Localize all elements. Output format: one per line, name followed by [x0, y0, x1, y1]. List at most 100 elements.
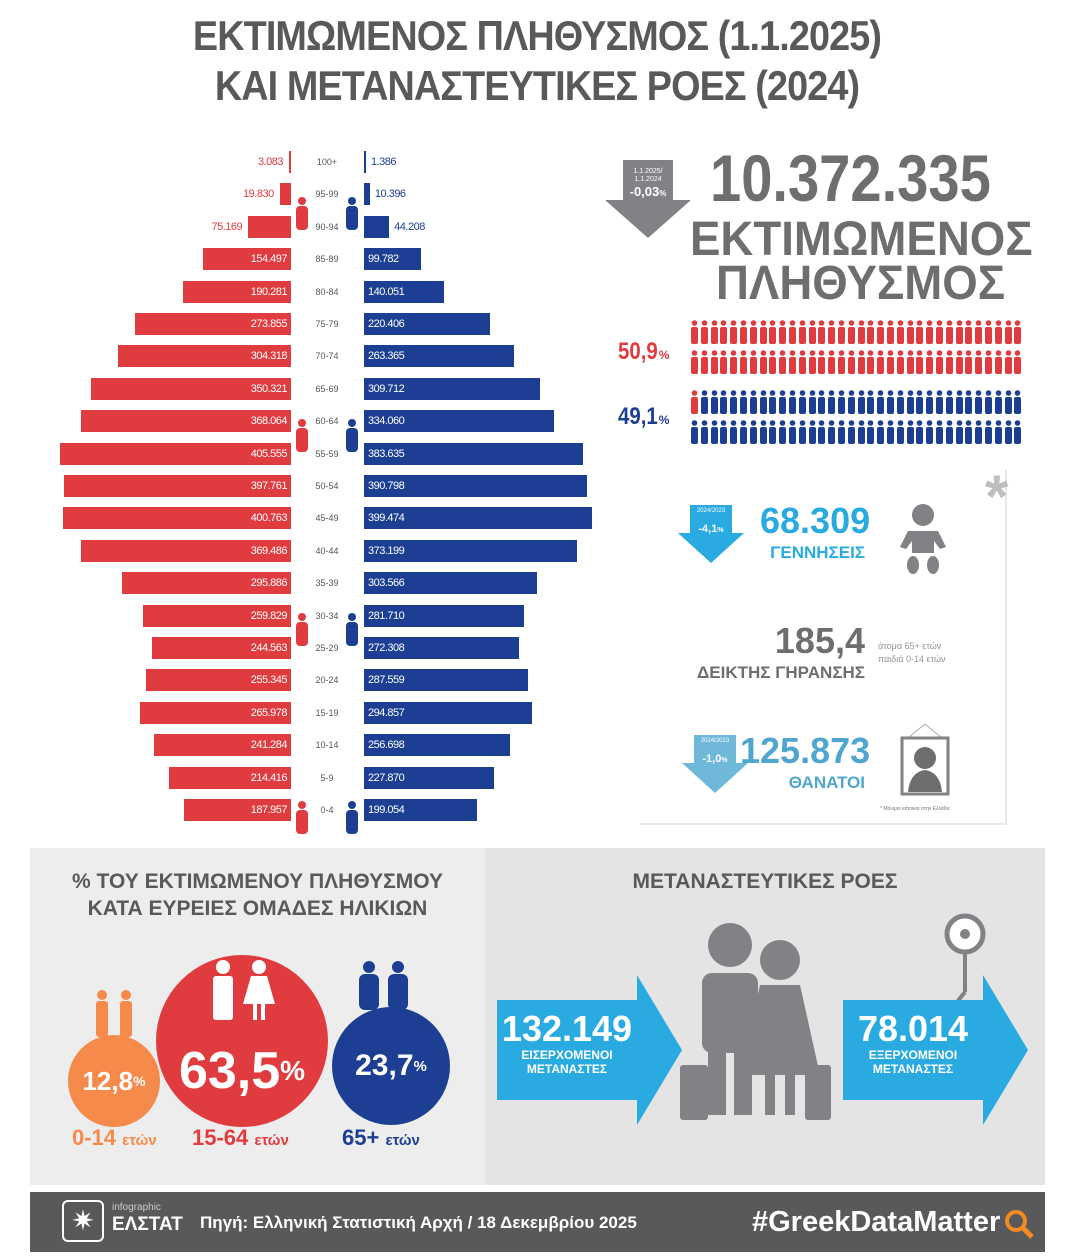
female-bar — [81, 410, 291, 433]
woman-icon — [945, 350, 953, 374]
woman-icon — [828, 320, 836, 344]
man-icon — [346, 613, 358, 646]
age-group-label: 65+ ετών — [342, 1125, 420, 1151]
male-value-label: 10.396 — [374, 188, 406, 201]
woman-icon — [887, 320, 894, 344]
percent-sign: % — [133, 1073, 146, 1089]
female-value-label: 273.855 — [250, 318, 288, 330]
woman-icon — [975, 350, 983, 374]
age-label: 25-29 — [315, 643, 339, 653]
man-icon — [346, 801, 358, 834]
woman-icon — [965, 320, 973, 344]
male-bar — [364, 669, 528, 692]
age-label: 10-14 — [315, 740, 339, 751]
woman-icon — [1014, 350, 1022, 374]
ageing-index-label: ΔΕΙΚΤΗΣ ΓΗΡΑΝΣΗΣ — [697, 663, 865, 682]
male-bar — [364, 799, 478, 821]
male-bar — [364, 734, 511, 757]
man-icon — [720, 390, 728, 414]
man-icon — [346, 419, 358, 452]
woman-icon — [838, 320, 845, 344]
woman-icon — [838, 350, 845, 374]
man-icon — [906, 390, 914, 414]
woman-icon — [808, 350, 816, 374]
male-bar — [364, 313, 490, 335]
female-bar — [80, 539, 291, 562]
woman-icon — [926, 350, 934, 374]
man-icon — [985, 390, 992, 414]
man-icon — [877, 420, 885, 444]
man-icon — [740, 390, 747, 414]
female-bar — [64, 475, 291, 497]
woman-icon — [798, 320, 806, 344]
man-icon — [936, 420, 943, 444]
elderly-icon — [359, 961, 408, 1010]
change-period-1: 1.1.2025/ — [633, 168, 663, 175]
male-value-label: 309.712 — [368, 382, 405, 395]
age-label: 85-89 — [315, 254, 339, 265]
male-value-label: 383.635 — [368, 447, 405, 460]
man-icon — [789, 390, 796, 414]
male-value-label: 44.208 — [394, 220, 425, 233]
age-group-label: 0-14 ετών — [72, 1125, 157, 1151]
outflow-label-1: ΕΞΕΡΧΟΜΕΝΟΙ — [868, 1048, 958, 1062]
man-icon — [789, 420, 796, 444]
female-value-label: 3.083 — [257, 156, 284, 168]
female-bar — [135, 313, 291, 335]
man-icon — [1004, 420, 1012, 444]
female-bar — [151, 637, 291, 659]
male-bar — [364, 539, 577, 562]
logo-big-text: ΕΛΣΤΑΤ — [112, 1214, 183, 1235]
man-icon — [818, 390, 826, 414]
age-label: 80-84 — [315, 286, 339, 297]
female-value-label: 241.284 — [250, 739, 288, 752]
inflow-label-1: ΕΙΣΕΡΧΟΜΕΝΟΙ — [521, 1048, 613, 1062]
woman-icon — [296, 419, 308, 452]
woman-icon — [798, 350, 806, 374]
woman-icon — [867, 350, 875, 374]
male-value-label: 294.857 — [368, 706, 405, 719]
outflow-arrow — [843, 975, 1028, 1125]
female-bar — [203, 248, 291, 271]
male-bar — [364, 280, 444, 303]
male-value-label: 303.566 — [368, 577, 405, 590]
percent-sign: % — [413, 1057, 427, 1075]
outflow-label-2: ΜΕΤΑΝΑΣΤΕΣ — [872, 1062, 954, 1076]
man-icon — [691, 420, 698, 444]
male-bar — [364, 507, 592, 530]
age-label: 0-4 — [320, 805, 334, 815]
man-icon — [887, 390, 894, 414]
woman-icon — [1014, 320, 1022, 344]
man-icon — [867, 420, 875, 444]
hashtag: #GreekDataMatter — [752, 1206, 1001, 1238]
woman-icon — [779, 320, 787, 344]
woman-icon — [749, 320, 757, 344]
male-bar — [364, 183, 370, 206]
woman-icon — [985, 350, 992, 374]
female-bar — [139, 701, 291, 724]
man-icon — [994, 390, 1002, 414]
age-group-label: 15-64 ετών — [192, 1125, 289, 1151]
male-value-label: 220.406 — [368, 318, 405, 330]
man-icon — [1014, 390, 1022, 414]
woman-icon — [740, 320, 747, 344]
births-value: 68.309 — [760, 500, 871, 541]
man-icon — [965, 420, 973, 444]
man-icon — [769, 420, 777, 444]
man-icon — [1014, 420, 1022, 444]
woman-icon — [916, 350, 924, 374]
female-bar — [248, 215, 291, 238]
woman-icon — [985, 320, 992, 344]
male-bar — [364, 604, 525, 627]
female-bar — [279, 183, 291, 206]
female-bar — [91, 377, 291, 400]
female-value-label: 190.281 — [250, 285, 288, 298]
age-label: 40-44 — [315, 545, 339, 556]
man-icon — [838, 390, 845, 414]
man-icon — [955, 390, 963, 414]
male-bar — [364, 701, 532, 724]
population-label-2: ΠΛΗΘΥΣΜΟΣ — [716, 257, 1006, 310]
age-label: 75-79 — [315, 319, 339, 329]
man-icon — [1004, 390, 1012, 414]
man-icon — [808, 420, 816, 444]
